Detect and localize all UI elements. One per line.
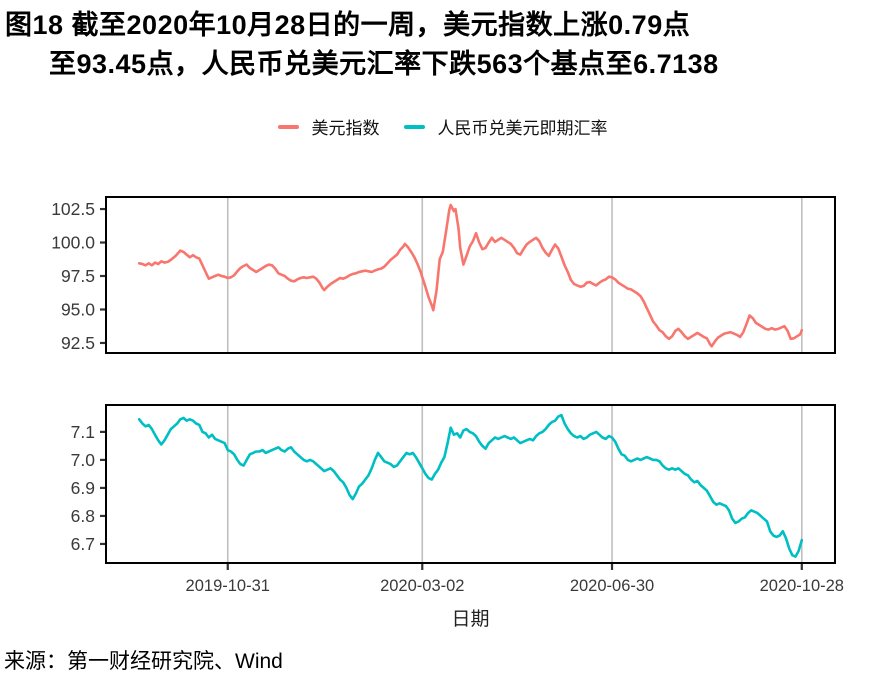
panel-border — [105, 196, 836, 354]
x-axis-title: 日期 — [451, 609, 490, 630]
y-axis-tick-label: 100.0 — [51, 233, 95, 253]
usd-index-line — [137, 203, 804, 348]
x-axis-tick-label: 2020-06-30 — [570, 577, 654, 595]
legend-label-cny-rate: 人民币兑美元即期汇率 — [437, 119, 608, 138]
panel-usd-index: 102.5 100.0 97.5 95.0 92.5 — [51, 196, 836, 354]
legend-item-usd-index: 美元指数 — [277, 114, 380, 139]
y-axis-tick-label: 6.7 — [71, 534, 95, 554]
legend-item-cny-rate: 人民币兑美元即期汇率 — [403, 114, 608, 139]
y-axis-tick-label: 92.5 — [61, 333, 95, 353]
x-axis-tick-label: 2020-03-02 — [380, 577, 464, 595]
legend-label-usd-index: 美元指数 — [311, 119, 380, 138]
x-axis-tick-label: 2019-10-31 — [186, 577, 270, 595]
x-axis-tick-label: 2020-10-28 — [760, 577, 844, 595]
y-axis-tick-label: 7.0 — [71, 450, 96, 470]
y-axis-tick-label: 6.9 — [71, 478, 95, 498]
y-axis-tick-label: 95.0 — [61, 299, 95, 319]
y-axis-tick-label: 102.5 — [51, 199, 95, 219]
figure-title-line2: 至93.45点，人民币兑美元汇率下跌563个基点至6.7138 — [49, 49, 719, 79]
source-note: 来源：第一财经研究院、Wind — [4, 650, 283, 673]
y-axis-tick-label: 97.5 — [61, 266, 95, 286]
panel-border — [105, 404, 836, 564]
y-axis-tick-label: 7.1 — [71, 422, 95, 442]
y-axis-tick-label: 6.8 — [71, 506, 95, 526]
usd-index-line-swatch — [277, 124, 299, 129]
cny-rate-line-swatch — [403, 124, 425, 129]
figure-title-line1: 图18 截至2020年10月28日的一周，美元指数上涨0.79点 — [5, 10, 691, 40]
cny-rate-line — [137, 413, 804, 558]
panel-cny-rate: 7.1 7.0 6.9 6.8 6.7 2019-10-31 2020-03-02 2020-… — [71, 404, 844, 595]
chart-legend: 美元指数 人民币兑美元即期汇率 — [0, 114, 885, 139]
figure-title: 图18 截至2020年10月28日的一周，美元指数上涨0.79点 至93.45点… — [5, 6, 865, 84]
